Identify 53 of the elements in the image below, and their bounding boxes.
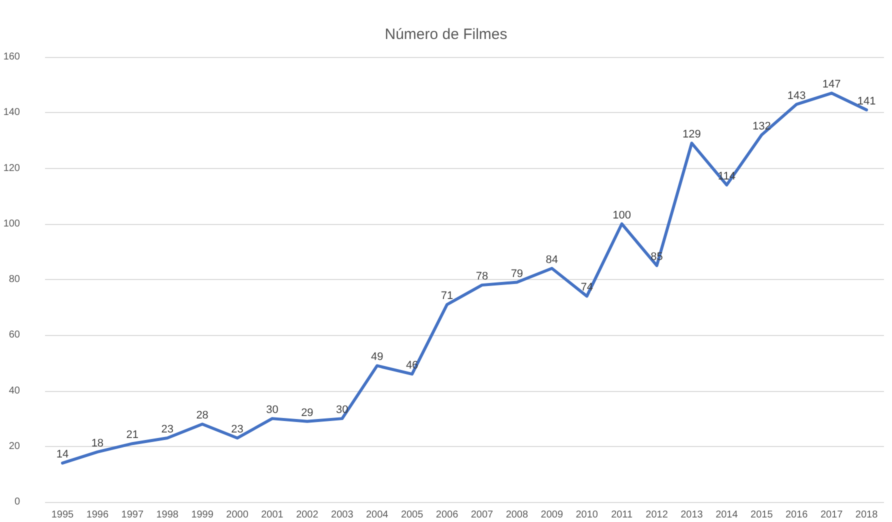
x-tick-label: 1998 [156, 510, 179, 520]
data-label: 147 [822, 78, 841, 91]
data-label: 18 [91, 437, 104, 450]
x-tick-label: 2013 [680, 510, 704, 520]
y-tick-label: 140 [3, 107, 20, 118]
x-tick-label: 2004 [366, 510, 389, 520]
x-tick-label: 1999 [191, 510, 214, 520]
data-label: 143 [787, 90, 806, 102]
x-tick-label: 2015 [750, 510, 774, 520]
chart-title: Número de Filmes [384, 26, 508, 43]
data-label: 29 [301, 406, 314, 419]
data-label: 71 [440, 290, 454, 302]
x-tick-label: 2002 [296, 510, 319, 520]
x-tick-label: 2006 [436, 510, 459, 520]
data-label: 23 [231, 424, 244, 436]
y-tick-label: 80 [8, 274, 20, 285]
data-label: 30 [266, 404, 278, 416]
y-tick-label: 60 [8, 330, 20, 341]
y-tick-label: 0 [14, 496, 20, 508]
data-label: 79 [510, 268, 524, 280]
x-tick-label: 1996 [86, 510, 109, 520]
data-label: 21 [126, 429, 139, 442]
x-tick-label: 2018 [855, 510, 878, 520]
y-tick-label: 160 [3, 52, 20, 62]
x-tick-label: 2000 [226, 510, 249, 520]
data-label: 49 [370, 351, 384, 364]
y-tick-label: 40 [8, 385, 20, 396]
x-tick-label: 1997 [121, 510, 144, 520]
x-tick-label: 2007 [470, 510, 494, 520]
x-tick-label: 2008 [506, 510, 528, 520]
x-tick-label: 2012 [646, 510, 668, 520]
y-tick-label: 120 [3, 162, 20, 174]
data-label: 129 [682, 128, 701, 141]
data-label: 78 [476, 270, 488, 283]
x-tick-label: 2011 [611, 510, 633, 520]
x-tick-label: 2010 [576, 510, 598, 520]
y-tick-label: 20 [8, 440, 20, 452]
y-tick-label: 100 [3, 218, 20, 230]
data-label: 84 [546, 254, 558, 266]
data-label: 141 [857, 95, 876, 108]
data-label: 14 [56, 448, 69, 461]
x-tick-label: 1995 [51, 510, 74, 520]
data-label: 100 [612, 209, 631, 222]
x-tick-label: 2017 [820, 510, 844, 520]
x-tick-label: 2016 [785, 510, 808, 520]
x-tick-label: 2009 [540, 510, 564, 520]
x-tick-label: 2001 [261, 510, 284, 520]
data-label: 132 [752, 120, 771, 132]
data-label: 28 [196, 410, 208, 422]
x-tick-label: 2003 [331, 510, 354, 520]
x-tick-label: 2014 [716, 510, 738, 520]
data-label: 23 [161, 424, 174, 436]
x-tick-label: 2005 [400, 510, 424, 520]
